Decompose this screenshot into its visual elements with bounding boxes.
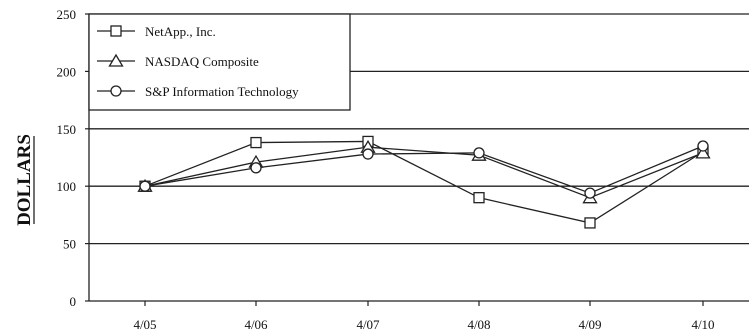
data-point-circle bbox=[250, 162, 262, 174]
y-tick-label: 200 bbox=[57, 64, 77, 79]
y-tick-label: 0 bbox=[70, 294, 77, 309]
data-point-circle bbox=[584, 187, 596, 199]
data-point-circle bbox=[110, 85, 122, 97]
legend-box bbox=[88, 13, 351, 111]
x-tick-label: 4/06 bbox=[244, 317, 268, 332]
data-point-circle bbox=[362, 148, 374, 160]
data-point-square bbox=[250, 136, 262, 149]
legend-item: S&P Information Technology bbox=[97, 84, 299, 99]
series-triangle bbox=[137, 139, 711, 204]
legend-label: NetApp., Inc. bbox=[145, 24, 216, 39]
legend-item: NetApp., Inc. bbox=[97, 24, 216, 39]
data-point-circle bbox=[473, 147, 485, 159]
data-point-triangle bbox=[108, 53, 124, 67]
x-tick-label: 4/08 bbox=[467, 317, 490, 332]
x-tick-label: 4/07 bbox=[356, 317, 380, 332]
y-tick-label: 100 bbox=[57, 179, 77, 194]
y-tick-label: 250 bbox=[57, 7, 77, 22]
data-point-square bbox=[110, 25, 122, 37]
series-line bbox=[144, 140, 704, 224]
series-lines bbox=[137, 135, 711, 229]
data-point-square bbox=[473, 192, 485, 204]
y-axis-label: DOLLARS bbox=[14, 134, 35, 226]
legend-label: NASDAQ Composite bbox=[145, 54, 259, 69]
series-line bbox=[144, 146, 704, 199]
legend-item: NASDAQ Composite bbox=[97, 53, 259, 69]
series-circle bbox=[139, 140, 709, 199]
data-point-triangle bbox=[695, 145, 711, 159]
data-point-circle bbox=[139, 180, 151, 192]
x-tick-label: 4/05 bbox=[133, 317, 156, 332]
legend: NetApp., Inc. NASDAQ Composite S&P Informa… bbox=[88, 13, 351, 111]
x-tick-label: 4/09 bbox=[578, 317, 601, 332]
series-square bbox=[139, 135, 709, 229]
series-line bbox=[144, 145, 704, 194]
y-tick-label: 150 bbox=[57, 122, 77, 137]
legend-label: S&P Information Technology bbox=[145, 84, 299, 99]
tick-labels: 0 50 100 150 200 250 4/05 4/06 4/07 4/08 4/09 4/10 bbox=[57, 7, 715, 332]
data-point-circle bbox=[697, 140, 709, 152]
y-tick-label: 50 bbox=[63, 237, 76, 252]
data-point-square bbox=[584, 217, 596, 229]
x-tick-label: 4/10 bbox=[691, 317, 714, 332]
